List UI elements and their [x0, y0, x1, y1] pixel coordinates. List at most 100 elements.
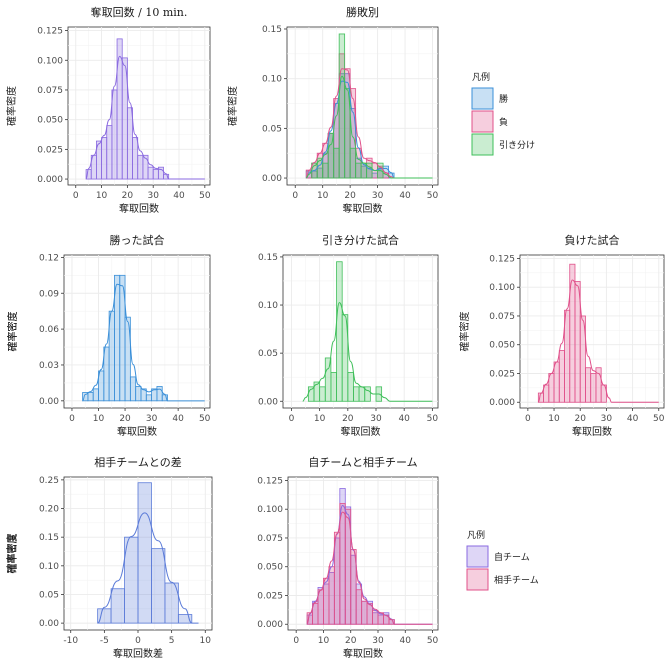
- y-tick-label: 0.05: [262, 124, 282, 134]
- x-tick-label: 30: [147, 191, 159, 201]
- histogram-bar: [137, 482, 152, 624]
- legend-label: 負: [499, 116, 508, 128]
- histogram-bar: [339, 503, 346, 625]
- panel-5: 0 10 20 30 40 50 0.000 0.025 0.050 0.075 0.100 0.12…: [458, 233, 665, 438]
- chart-title: 相手チームとの差: [94, 455, 182, 469]
- histogram-bar: [355, 162, 362, 179]
- x-axis-label: 奪取回数: [572, 425, 612, 438]
- histogram-bar: [135, 386, 142, 402]
- x-tick-label: 40: [172, 414, 184, 424]
- density-curve: [82, 283, 205, 402]
- histogram-bar: [579, 315, 586, 403]
- histogram-bar: [574, 281, 581, 403]
- histogram-bar: [147, 166, 154, 180]
- density-curve: [305, 80, 433, 179]
- x-tick-label: 10: [317, 191, 329, 201]
- x-tick-label: 0: [525, 414, 531, 424]
- x-axis-label: 奪取回数: [341, 425, 381, 438]
- chart-title: 勝敗別: [346, 5, 379, 19]
- y-tick-label: 0.25: [39, 476, 59, 486]
- density-curve: [85, 55, 205, 180]
- y-tick-label: 0.12: [39, 253, 59, 263]
- y-tick-label: 0.025: [257, 591, 283, 601]
- y-tick-label: 0.000: [489, 398, 515, 408]
- x-tick-label: 0: [292, 191, 298, 201]
- y-axis-label: 確率密度: [5, 534, 18, 574]
- y-axis-label: 確率密度: [5, 86, 18, 126]
- histogram-bar: [157, 166, 164, 180]
- histogram-bar: [366, 162, 373, 179]
- legend-title: 凡例: [472, 71, 490, 83]
- histogram-bar: [161, 394, 168, 402]
- histogram-bar: [101, 137, 108, 180]
- y-tick-label: 0.125: [489, 254, 515, 264]
- y-tick-label: 0.125: [257, 476, 283, 486]
- legend-key-win: [471, 87, 494, 110]
- x-tick-label: 40: [398, 414, 410, 424]
- y-tick-label: 0.05: [258, 349, 278, 359]
- y-tick-label: 0.100: [489, 283, 515, 293]
- y-axis-label: 確率密度: [6, 534, 19, 574]
- y-tick-label: 0.000: [257, 620, 283, 630]
- x-tick-label: 50: [653, 414, 665, 424]
- y-tick-label: 0.075: [257, 534, 283, 544]
- y-axis-label: 確率密度: [6, 312, 19, 352]
- x-axis-label: 奪取回数: [343, 647, 383, 660]
- y-tick-label: 0.100: [37, 56, 63, 66]
- x-tick-label: 50: [427, 191, 439, 201]
- legend-title: 凡例: [467, 529, 485, 541]
- chart-title: 勝った試合: [110, 233, 165, 247]
- histogram-bar: [333, 147, 340, 179]
- histogram-bar: [341, 314, 349, 402]
- x-axis-label: 奪取回数: [117, 425, 157, 438]
- histogram-bar: [319, 386, 326, 402]
- x-tick-label: 10: [93, 414, 105, 424]
- x-tick-label: 30: [601, 414, 613, 424]
- x-tick-label: 30: [372, 191, 384, 201]
- histogram-bar: [364, 386, 371, 402]
- x-tick-label: 0: [73, 191, 79, 201]
- histogram-bar: [137, 154, 144, 180]
- legend-key-draw: [471, 133, 494, 156]
- histogram-bar: [353, 386, 360, 402]
- y-axis-label: 確率密度: [226, 86, 239, 126]
- histogram-bar: [124, 316, 131, 402]
- x-tick-label: 40: [627, 414, 639, 424]
- density-curve: [305, 68, 433, 179]
- y-tick-label: 0.075: [489, 312, 515, 322]
- histogram-bar: [336, 261, 343, 402]
- histogram-bar: [344, 88, 351, 179]
- histogram-bar: [558, 350, 565, 403]
- histogram-bar: [372, 610, 379, 625]
- y-tick-label: 0.20: [39, 505, 59, 515]
- x-tick-label: -5: [100, 636, 109, 646]
- plot-area: [286, 26, 439, 186]
- histogram-bar: [361, 600, 368, 625]
- histogram-bar: [145, 394, 152, 402]
- x-tick-label: 20: [342, 414, 354, 424]
- x-tick-label: 40: [173, 191, 185, 201]
- histogram-bar: [129, 376, 137, 402]
- x-tick-label: 0: [69, 414, 75, 424]
- density-curve: [306, 75, 433, 179]
- legend-label: 自チーム: [494, 551, 530, 563]
- histogram-bar: [330, 371, 337, 402]
- histogram-bar: [322, 162, 329, 179]
- y-tick-label: 0.100: [257, 505, 283, 515]
- x-tick-label: 10: [200, 636, 212, 646]
- y-tick-label: 0.05: [39, 590, 59, 600]
- y-tick-label: 0.000: [37, 175, 63, 185]
- histogram-bar: [347, 371, 354, 402]
- density-curve: [302, 302, 433, 402]
- x-axis-label: 奪取回数: [343, 202, 383, 215]
- histogram-bar: [349, 147, 357, 179]
- x-tick-label: 20: [574, 414, 586, 424]
- x-tick-label: 40: [399, 191, 411, 201]
- x-axis-label: 奪取回数差: [113, 647, 163, 660]
- y-tick-label: 0.03: [39, 361, 59, 371]
- histogram-bar: [108, 310, 115, 402]
- histogram-bar: [355, 589, 363, 625]
- plot-area: [282, 254, 439, 409]
